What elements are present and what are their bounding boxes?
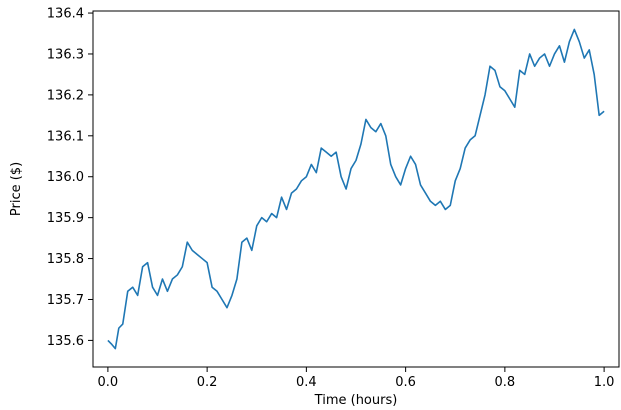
y-tick-label: 136.2 <box>47 88 84 103</box>
y-tick-label: 136.0 <box>47 170 84 185</box>
x-axis-ticks: 0.0 0.2 0.4 0.6 0.8 1.0 <box>98 367 615 390</box>
x-tick-label: 0.2 <box>197 375 218 390</box>
y-axis-ticks: 135.6 135.7 135.8 135.9 136.0 136.1 136.2 136.3… <box>47 7 93 349</box>
y-tick-label: 135.6 <box>47 334 84 349</box>
y-axis-label: Price ($) <box>9 162 24 216</box>
x-tick-label: 1.0 <box>594 375 615 390</box>
x-tick-label: 0.4 <box>296 375 317 390</box>
y-tick-label: 135.8 <box>47 252 84 267</box>
y-tick-label: 136.3 <box>47 47 84 62</box>
price-series-line <box>107 28 605 350</box>
y-tick-label: 136.1 <box>47 129 84 144</box>
plot-area-frame <box>92 10 620 368</box>
x-tick-label: 0.0 <box>98 375 119 390</box>
y-tick-label: 136.4 <box>47 7 84 22</box>
x-tick-label: 0.6 <box>395 375 416 390</box>
y-tick-label: 135.7 <box>47 293 84 308</box>
y-tick-label: 135.9 <box>47 211 84 226</box>
x-axis-label: Time (hours) <box>314 393 398 408</box>
x-tick-label: 0.8 <box>495 375 516 390</box>
